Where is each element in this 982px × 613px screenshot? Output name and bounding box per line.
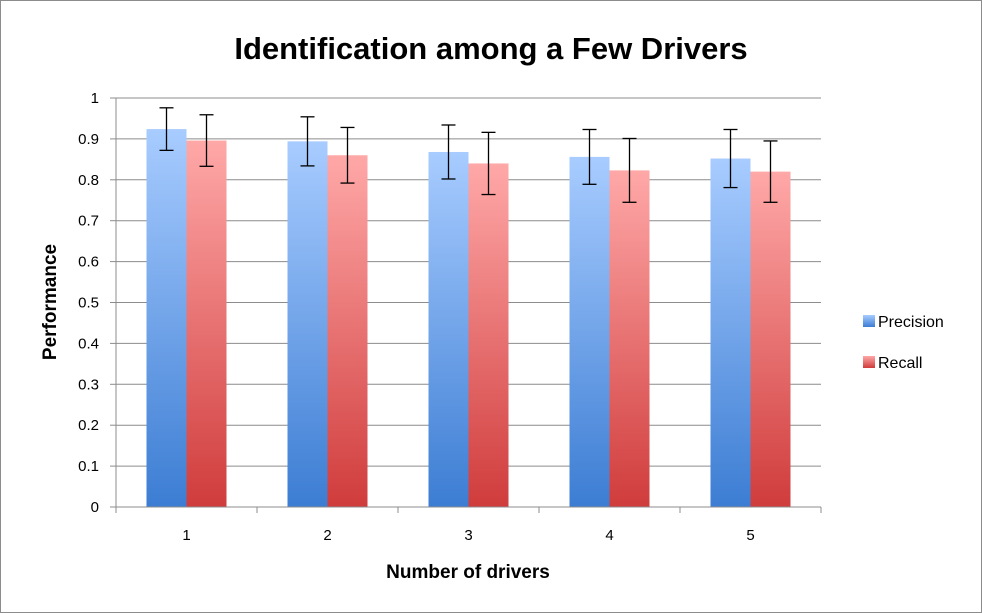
error-bars	[159, 107, 778, 203]
x-tick-label: 1	[182, 527, 190, 544]
legend-swatch-recall	[863, 356, 875, 368]
x-tick-label: 5	[746, 527, 754, 544]
y-tick-label: 0.3	[78, 376, 99, 393]
bar-recall	[609, 170, 650, 507]
bar-precision	[287, 141, 328, 507]
y-axis-label: Performance	[40, 244, 61, 360]
y-tick-label: 0.1	[78, 458, 99, 475]
bar-precision	[569, 156, 610, 507]
x-tick-label: 2	[323, 527, 331, 544]
legend: Precision Recall	[863, 314, 944, 372]
bar-precision	[710, 158, 751, 508]
bar-precision	[146, 129, 187, 508]
bar-recall	[186, 140, 227, 507]
y-tick-label: 0.7	[78, 213, 99, 230]
legend-label-precision: Precision	[878, 314, 944, 331]
legend-swatch-precision	[863, 315, 875, 327]
bars	[146, 129, 791, 508]
bar-recall	[327, 155, 368, 507]
x-axis-label: Number of drivers	[386, 562, 550, 583]
x-tick-label: 4	[605, 527, 613, 544]
y-tick-label: 0.9	[78, 131, 99, 148]
y-tick-label: 0.5	[78, 295, 99, 312]
legend-label-recall: Recall	[878, 355, 922, 372]
bar-precision	[428, 151, 469, 507]
y-tick-label: 0.2	[78, 417, 99, 434]
tick-labels: 0 0.1 0.2 0.3 0.4 0.5 0.6 0.7 0.8 0.9 1 1 2 3 4 5	[78, 90, 755, 544]
chart-title: Identification among a Few Drivers	[234, 31, 747, 66]
axes	[115, 98, 822, 513]
y-tick-label: 0.4	[78, 335, 99, 352]
y-tick-label: 1	[91, 90, 99, 107]
bar-recall	[750, 171, 791, 507]
y-tick-label: 0	[91, 499, 99, 516]
y-tick-label: 0.6	[78, 254, 99, 271]
bar-recall	[468, 163, 509, 507]
y-tick-label: 0.8	[78, 172, 99, 189]
x-tick-label: 3	[464, 527, 472, 544]
